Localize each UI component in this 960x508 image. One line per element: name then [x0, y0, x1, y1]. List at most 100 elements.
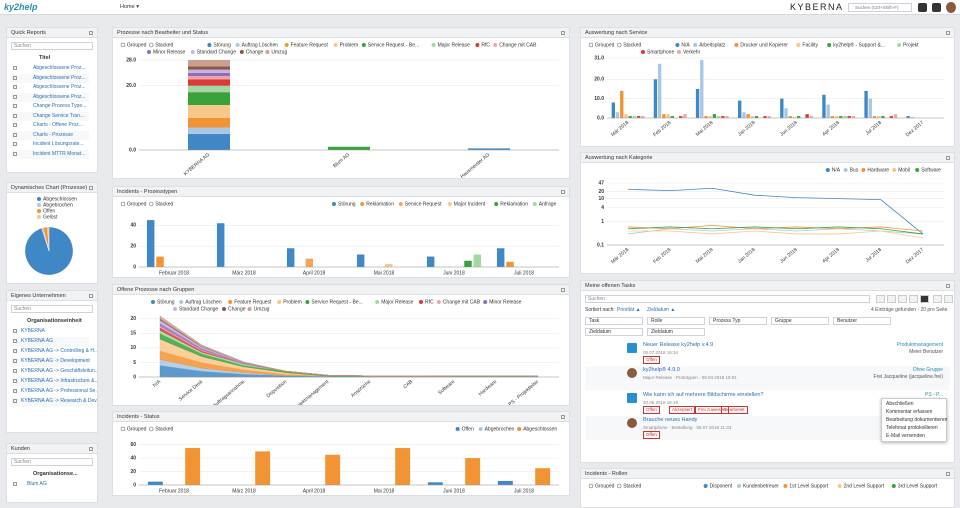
- search-input[interactable]: Suchen: [11, 42, 93, 50]
- menu-item[interactable]: Bearbeitung dokumentieren: [886, 417, 948, 423]
- legend-marker: [493, 43, 498, 47]
- menu-item[interactable]: Telefonat protokollieren: [886, 425, 938, 431]
- row-icon: [13, 104, 17, 108]
- y-tick-label: 0: [133, 482, 136, 488]
- bar: [464, 260, 472, 267]
- legend-marker: [265, 50, 270, 54]
- row-link[interactable]: Abgeschlossene Proz...: [33, 93, 86, 100]
- bar: [666, 114, 670, 118]
- row-link[interactable]: Change Prozess Type...: [33, 103, 87, 109]
- task-title[interactable]: Brauche neues Handy: [643, 417, 698, 423]
- row-link[interactable]: Abgeschlossene Proz...: [33, 84, 86, 90]
- filter-dropdown[interactable]: Task: [585, 317, 643, 325]
- bar: [427, 482, 443, 485]
- column-header: Organisationse...: [33, 471, 78, 477]
- tool-button[interactable]: [898, 295, 907, 303]
- tool-button[interactable]: [887, 295, 896, 303]
- y-tick-label: 31.0: [594, 55, 604, 61]
- radio-button[interactable]: [588, 483, 594, 489]
- bar: [872, 116, 877, 118]
- row-link[interactable]: Abgeschlossene Proz...: [33, 74, 86, 81]
- row-link[interactable]: Charts - Offene Proz...: [33, 122, 83, 128]
- legend-label: Verkehr: [683, 49, 701, 55]
- row-link[interactable]: KYBERNA AG -> Controlling & H...: [21, 348, 98, 354]
- menu[interactable]: Home ▾: [120, 4, 139, 10]
- legend-marker: [239, 50, 244, 54]
- legend-marker: [235, 43, 240, 47]
- panel: Incidents - Prozesstypen Grouped Stacked St…: [112, 186, 570, 278]
- row-bg: [11, 327, 89, 337]
- bar-segment: [188, 105, 230, 118]
- panel-title: Prozesse nach Bearbeiter und Status: [113, 28, 569, 38]
- menu-item[interactable]: Abschließen: [886, 401, 914, 407]
- row-link[interactable]: Blum AG: [27, 481, 47, 487]
- icon-button[interactable]: [932, 3, 941, 12]
- brand: KYBERNA: [790, 2, 844, 12]
- legend-marker: [305, 300, 310, 304]
- legend-marker: [517, 427, 522, 431]
- menu-item[interactable]: Kommentar erfassen: [886, 409, 933, 415]
- row-link[interactable]: KYBERNA AG -> Development: [21, 358, 90, 364]
- tool-button[interactable]: [876, 295, 885, 303]
- row-bg: [11, 83, 89, 93]
- search-input[interactable]: Suchen: [585, 295, 870, 303]
- row-icon: [13, 94, 17, 99]
- radio-button[interactable]: [120, 201, 126, 207]
- row-link[interactable]: Change Service Tran...: [33, 112, 85, 119]
- filter-dropdown[interactable]: Rolle: [647, 317, 705, 325]
- legend-label: Change: [246, 49, 264, 55]
- row-link[interactable]: KYBERNA AG -> Professional Se...: [21, 388, 98, 394]
- panel-title: Kunden: [7, 444, 97, 454]
- filter-dropdown[interactable]: Gruppe: [771, 317, 829, 325]
- task-title[interactable]: Neuer Release ky2help v.4.9: [643, 342, 714, 348]
- legend-label: Projekt: [903, 42, 919, 48]
- radio-button[interactable]: [616, 42, 622, 48]
- chart: Grouped Stacked Störung Reklamation Service …: [120, 201, 559, 276]
- tool-button[interactable]: [920, 295, 929, 303]
- row-link[interactable]: Incident MTTR Monat...: [33, 150, 86, 157]
- bar: [506, 261, 514, 267]
- radio-button[interactable]: [588, 42, 594, 48]
- row-icon: [13, 359, 17, 363]
- panel-title: Dynamisches Chart (Prozesse): [7, 183, 97, 193]
- bar: [683, 114, 687, 118]
- radio-button[interactable]: [616, 483, 622, 489]
- search-input[interactable]: Suchen: [11, 458, 93, 466]
- radio-button[interactable]: [120, 42, 126, 48]
- filter-dropdown[interactable]: Prozess Typ: [709, 317, 767, 325]
- y-tick-label: 10: [130, 345, 136, 351]
- row-link[interactable]: Incident Lösungsrate...: [33, 141, 84, 147]
- sort-option[interactable]: Zieldatum ▲: [647, 307, 676, 313]
- avatar: [627, 368, 637, 378]
- filter-dropdown[interactable]: Zieldatum: [585, 328, 643, 336]
- row-link[interactable]: Charts - Prozesse: [33, 131, 74, 138]
- row-link[interactable]: KYBERNA AG -> Research & Dev...: [21, 398, 98, 404]
- search-input[interactable]: Suchen: [11, 305, 93, 313]
- radio-button[interactable]: [148, 201, 154, 207]
- bar: [721, 116, 725, 118]
- row-link[interactable]: KYBERNA AG -> Infrastructure &...: [21, 378, 98, 384]
- bar: [754, 116, 759, 118]
- row-link[interactable]: KYBERNA: [21, 328, 45, 334]
- search-box[interactable]: Suchen (Ctrl+Shift+F): [848, 3, 912, 12]
- row-icon: [13, 132, 17, 137]
- x-tick-label: Jan 2018: [737, 120, 757, 138]
- tool-button[interactable]: [944, 295, 953, 303]
- row-link[interactable]: KYBERNA AG -> Geschäftsleitun...: [21, 368, 98, 374]
- menu-item[interactable]: E-Mail versenden: [886, 433, 925, 439]
- filter-dropdown[interactable]: Benutzer: [833, 317, 891, 325]
- task-title[interactable]: ky2help® 4.9.0: [643, 367, 680, 373]
- sort-option[interactable]: Priorität ▲: [617, 307, 641, 313]
- tool-button[interactable]: [909, 295, 918, 303]
- icon-button[interactable]: [918, 3, 927, 12]
- radio-button[interactable]: [120, 426, 126, 432]
- legend-label: 2nd Level Support: [844, 483, 885, 489]
- radio-button[interactable]: [148, 426, 154, 432]
- row-link[interactable]: Abgeschlossene Proz...: [33, 65, 86, 71]
- task-title[interactable]: Wie kann ich auf mehrere Bildschirme ein…: [643, 392, 764, 398]
- filter-dropdown[interactable]: Zieldatum: [647, 328, 705, 336]
- radio-button[interactable]: [148, 42, 154, 48]
- row-link[interactable]: KYBERNA AG: [21, 338, 53, 344]
- tool-button[interactable]: [933, 295, 942, 303]
- sort-label: Sortiert nach:: [585, 307, 615, 313]
